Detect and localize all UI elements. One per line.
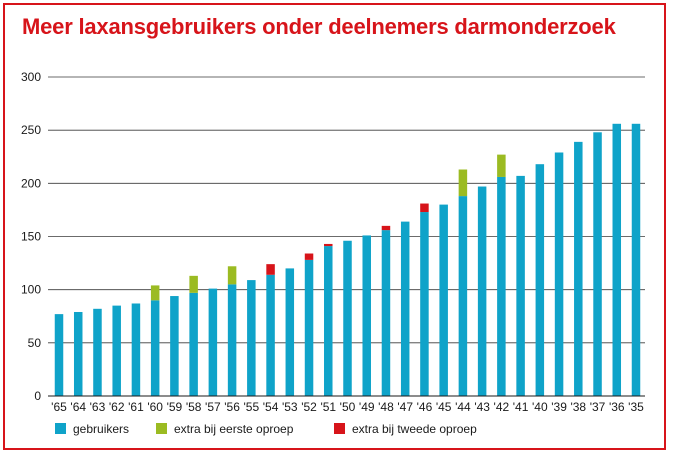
bar-gebruikers-6 xyxy=(170,296,179,396)
bar-gebruikers-28 xyxy=(593,132,602,396)
x-tick-label: '60 xyxy=(147,400,163,414)
bar-gebruikers-16 xyxy=(362,235,371,396)
legend-label: gebruikers xyxy=(73,422,129,436)
legend-label: extra bij tweede oproep xyxy=(352,422,477,436)
x-tick-label: '65 xyxy=(51,400,67,414)
y-tick-label: 150 xyxy=(21,230,41,244)
bar-extra-eerste-oproep-21 xyxy=(458,169,468,197)
x-tick-label: '42 xyxy=(494,400,510,414)
bar-gebruikers-22 xyxy=(477,186,487,396)
bar-gebruikers-0 xyxy=(54,314,64,396)
bar-extra-tweede-oproep-19 xyxy=(420,203,429,213)
bar-gebruikers-4 xyxy=(131,303,141,396)
x-tick-label: '58 xyxy=(186,400,202,414)
x-tick-label: '61 xyxy=(128,400,144,414)
x-tick-label: '50 xyxy=(340,400,356,414)
bar-gebruikers-8 xyxy=(208,288,218,396)
legend-swatch xyxy=(55,423,66,434)
x-tick-label: '47 xyxy=(397,400,413,414)
bar-gebruikers-12 xyxy=(285,268,295,396)
bar-extra-tweede-oproep-13 xyxy=(304,253,314,260)
x-tick-label: '36 xyxy=(609,400,625,414)
x-tick-label: '37 xyxy=(590,400,606,414)
bar-gebruikers-26 xyxy=(554,152,564,396)
bar-gebruikers-14 xyxy=(324,246,333,396)
bar-gebruikers-3 xyxy=(112,305,121,396)
x-tick-label: '35 xyxy=(628,400,644,414)
bar-gebruikers-1 xyxy=(73,311,83,396)
y-tick-label: 50 xyxy=(28,336,42,350)
x-tick-label: '49 xyxy=(359,400,375,414)
y-tick-label: 100 xyxy=(21,283,41,297)
legend-label: extra bij eerste oproep xyxy=(174,422,294,436)
bar-extra-eerste-oproep-23 xyxy=(497,154,506,177)
bar-gebruikers-15 xyxy=(343,240,352,396)
x-tick-label: '64 xyxy=(70,400,86,414)
y-tick-label: 0 xyxy=(34,389,41,403)
bar-gebruikers-19 xyxy=(420,212,429,396)
x-tick-label: '52 xyxy=(301,400,317,414)
x-tick-label: '43 xyxy=(474,400,490,414)
x-tick-label: '38 xyxy=(570,400,586,414)
bar-gebruikers-20 xyxy=(439,204,448,396)
bar-gebruikers-24 xyxy=(516,175,525,396)
bar-gebruikers-30 xyxy=(631,123,641,396)
bar-gebruikers-13 xyxy=(304,259,314,396)
y-tick-label: 300 xyxy=(21,70,41,84)
x-tick-label: '63 xyxy=(90,400,106,414)
x-tick-label: '44 xyxy=(455,400,471,414)
bar-extra-eerste-oproep-7 xyxy=(189,275,198,293)
legend-swatch xyxy=(156,423,167,434)
bar-extra-eerste-oproep-9 xyxy=(227,266,237,285)
bar-gebruikers-2 xyxy=(93,308,102,396)
x-tick-label: '39 xyxy=(551,400,567,414)
x-tick-label: '41 xyxy=(513,400,529,414)
bar-gebruikers-27 xyxy=(574,141,583,396)
x-tick-label: '48 xyxy=(378,400,394,414)
bar-gebruikers-17 xyxy=(381,230,391,396)
x-tick-label: '45 xyxy=(436,400,452,414)
bar-gebruikers-10 xyxy=(247,280,256,396)
x-tick-label: '46 xyxy=(417,400,433,414)
x-tick-label: '55 xyxy=(244,400,260,414)
bar-extra-tweede-oproep-14 xyxy=(324,243,333,247)
bar-gebruikers-5 xyxy=(150,300,160,396)
x-tick-label: '53 xyxy=(282,400,298,414)
chart-title: Meer laxansgebruikers onder deelnemers d… xyxy=(22,14,616,39)
bar-extra-tweede-oproep-17 xyxy=(381,225,391,231)
y-tick-label: 200 xyxy=(21,176,41,190)
bar-gebruikers-9 xyxy=(227,284,237,396)
legend-swatch xyxy=(334,423,345,434)
bar-gebruikers-23 xyxy=(497,176,506,396)
bar-gebruikers-7 xyxy=(189,292,198,396)
bar-gebruikers-25 xyxy=(535,164,545,396)
x-tick-label: '54 xyxy=(263,400,279,414)
x-tick-label: '51 xyxy=(320,400,336,414)
y-tick-label: 250 xyxy=(21,123,41,137)
bar-gebruikers-29 xyxy=(612,123,622,396)
bar-extra-tweede-oproep-11 xyxy=(266,264,275,275)
bar-gebruikers-11 xyxy=(266,274,275,396)
x-tick-label: '59 xyxy=(167,400,183,414)
bar-gebruikers-18 xyxy=(400,221,410,396)
x-tick-label: '57 xyxy=(205,400,221,414)
bar-extra-eerste-oproep-5 xyxy=(150,285,160,301)
bar-gebruikers-21 xyxy=(458,196,468,396)
x-tick-label: '56 xyxy=(224,400,240,414)
x-tick-label: '62 xyxy=(109,400,125,414)
x-tick-label: '40 xyxy=(532,400,548,414)
